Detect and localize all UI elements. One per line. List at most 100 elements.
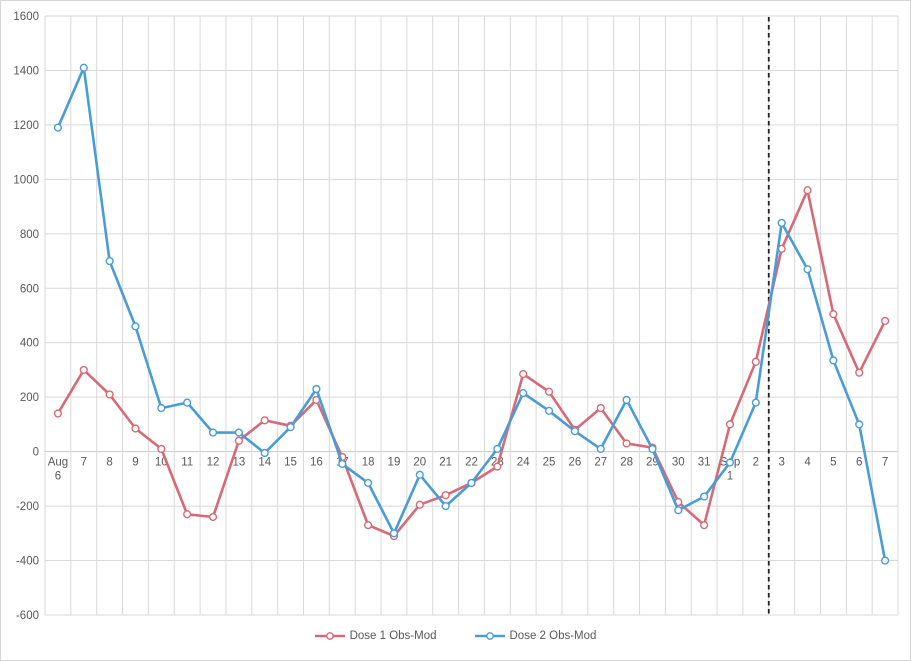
series-1-point <box>183 510 192 519</box>
series-1-point <box>79 365 88 375</box>
series-1-point <box>544 387 554 396</box>
x-axis-tick-label: Aug 6 <box>48 457 68 483</box>
series-2-point <box>855 420 864 429</box>
x-axis-tick-label: 11 <box>181 457 193 469</box>
y-axis-tick-label: -200 <box>16 501 39 513</box>
series-2-point <box>725 458 735 467</box>
series-2-point <box>519 388 528 398</box>
series-1-point <box>260 416 269 425</box>
series-2-point <box>648 444 657 454</box>
series-2-point <box>364 478 373 488</box>
x-axis-tick-label: 16 <box>310 457 323 469</box>
series-1-point <box>700 521 709 530</box>
dose2-series-marker-icon <box>474 632 505 640</box>
series-2-point <box>53 123 63 132</box>
series-2-point <box>674 506 683 515</box>
series-2-point <box>880 556 890 565</box>
x-axis-tick-label: 2 <box>753 457 759 469</box>
legend-item-dose2: Dose 2 Obs-Mod <box>474 630 597 642</box>
series-2-point <box>183 398 192 407</box>
series-2-point <box>389 529 399 538</box>
x-axis-tick-label: 19 <box>388 457 401 469</box>
series-2-point <box>596 444 605 454</box>
series-1-point <box>493 462 502 471</box>
x-axis-tick-label: 4 <box>804 457 811 469</box>
y-axis-tick-label: 0 <box>33 447 39 459</box>
series-2-point <box>622 395 631 405</box>
series-1-point <box>364 521 373 530</box>
series-2-point <box>700 492 709 501</box>
x-axis-tick-label: 13 <box>232 457 245 469</box>
series-2-point <box>79 63 88 72</box>
series-2-point <box>829 356 838 365</box>
series-2-point <box>493 444 502 454</box>
series-1-point <box>622 439 631 448</box>
x-axis-tick-label: 26 <box>568 457 581 469</box>
x-axis-tick-label: 5 <box>830 457 836 469</box>
series-1-point <box>53 409 63 418</box>
x-axis-tick-label: 30 <box>672 457 685 469</box>
series-2-point <box>751 398 760 407</box>
series-2-point <box>105 256 114 266</box>
series-2-point <box>131 322 140 331</box>
series-1-point <box>157 444 166 454</box>
y-axis-tick-label: -600 <box>16 610 39 622</box>
dose1-series-marker-icon <box>314 632 345 640</box>
series-2-point <box>803 265 812 274</box>
series-1-point <box>855 368 864 377</box>
series-1-point <box>415 500 424 509</box>
series-2-point <box>338 459 347 468</box>
x-axis-tick-label: 28 <box>620 457 633 469</box>
x-axis-tick-label: 18 <box>362 457 375 469</box>
series-1-point <box>803 186 812 195</box>
x-axis-tick-label: 24 <box>517 457 530 469</box>
x-axis-tick-label: 31 <box>698 457 711 469</box>
x-axis-tick-label: 21 <box>439 457 452 469</box>
y-axis-tick-label: -400 <box>16 556 39 568</box>
y-axis-tick-label: 1000 <box>13 174 39 186</box>
x-axis-tick-label: 22 <box>465 457 478 469</box>
series-2-point <box>312 384 321 394</box>
x-axis-tick-label: 27 <box>594 457 607 469</box>
series-1-point <box>441 491 450 500</box>
x-axis-tick-label: 8 <box>106 457 112 469</box>
x-axis-tick-label: 3 <box>778 457 784 469</box>
x-axis-tick-label: 14 <box>258 457 271 469</box>
series-2-point <box>570 427 579 436</box>
series-2-point <box>441 501 450 511</box>
y-axis-tick-label: 1200 <box>13 120 39 132</box>
series-2-point <box>260 448 269 458</box>
series-2-point <box>415 470 424 479</box>
series-2-point <box>544 406 554 415</box>
chart-legend: Dose 1 Obs-Mod Dose 2 Obs-Mod <box>1 630 910 642</box>
series-2-point <box>286 423 295 432</box>
x-axis-tick-label: 9 <box>132 457 138 469</box>
series-1-point <box>829 310 838 319</box>
series-2-point <box>777 218 786 228</box>
series-1-point <box>234 436 243 445</box>
x-axis-tick-label: 25 <box>543 457 556 469</box>
legend-label-dose2: Dose 2 Obs-Mod <box>509 630 597 642</box>
x-axis-tick-label: 6 <box>856 457 862 469</box>
y-axis-tick-label: 400 <box>20 338 39 350</box>
series-1-point <box>105 390 114 399</box>
legend-item-dose1: Dose 1 Obs-Mod <box>314 630 437 642</box>
y-axis-tick-label: 200 <box>20 392 39 404</box>
series-2-point <box>234 428 243 437</box>
series-1-point <box>519 369 528 379</box>
series-1-point <box>596 403 605 413</box>
series-1-point <box>751 357 760 366</box>
series-1-point <box>880 316 890 326</box>
y-axis-tick-label: 1600 <box>13 11 39 23</box>
y-axis-tick-label: 1400 <box>13 65 39 77</box>
series-2-point <box>208 428 218 437</box>
series-2-point <box>467 478 476 488</box>
series-1-point <box>208 512 218 522</box>
series-2-point <box>157 403 166 413</box>
series-1-point <box>725 420 735 429</box>
x-axis-tick-label: 12 <box>207 457 220 469</box>
x-axis-tick-label: 20 <box>413 457 426 469</box>
y-axis-tick-label: 600 <box>20 283 39 295</box>
